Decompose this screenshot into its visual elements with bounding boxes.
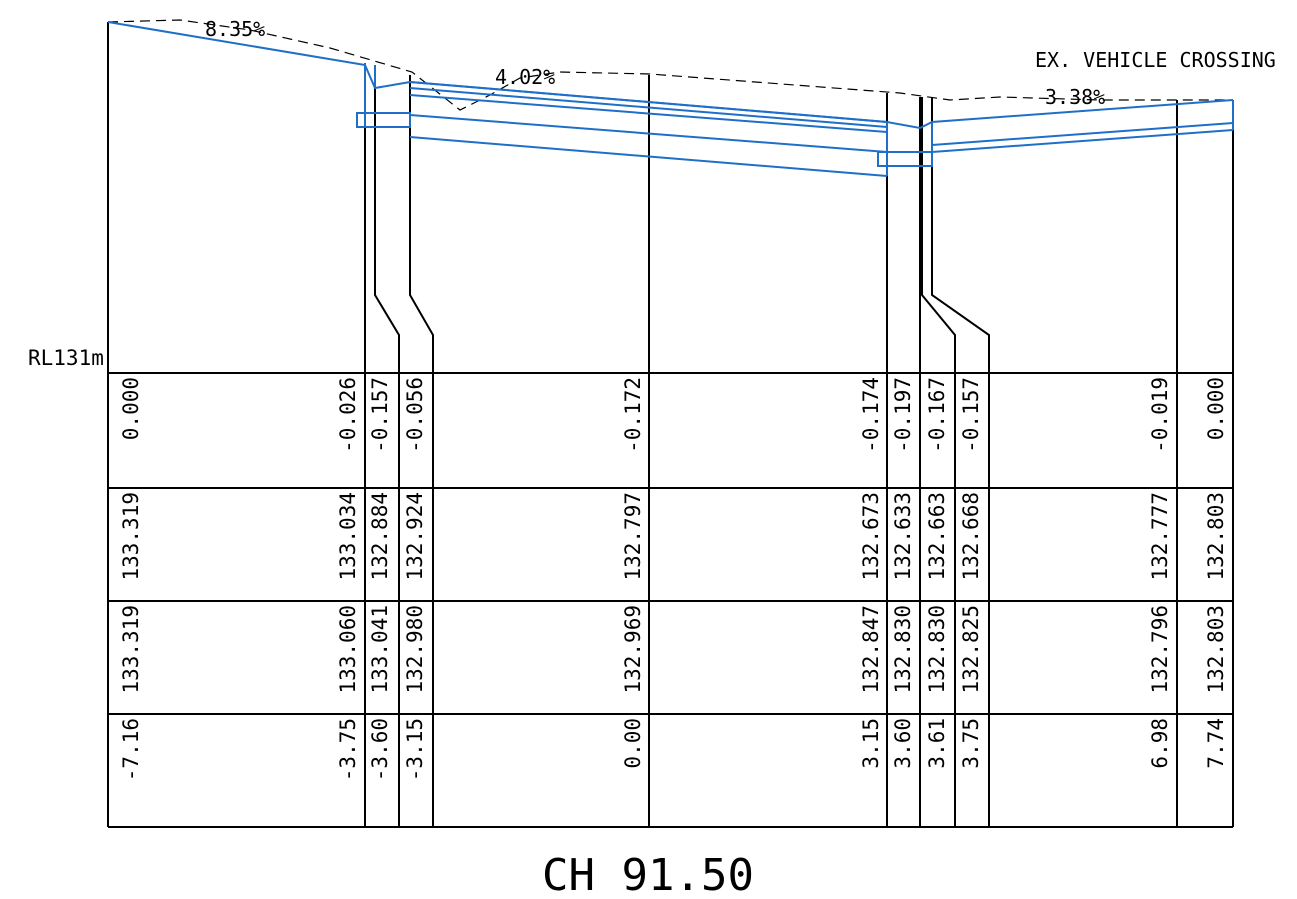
table-cell-offset: -3.75 [336, 718, 360, 781]
table-cell-depth: 0.000 [119, 377, 143, 440]
table-cell-existing: 132.796 [1148, 605, 1172, 694]
profile-table-values: 0.000 133.319 133.319 -7.16 -0.026 133.034 133… [119, 377, 1228, 781]
design-pavement-layers [107, 21, 1234, 177]
table-cell-offset: 3.75 [959, 718, 983, 769]
table-cell-offset: 3.60 [891, 718, 915, 769]
table-cell-depth: -0.172 [621, 377, 645, 453]
table-cell-design: 132.797 [621, 492, 645, 581]
existing-surface-line [107, 19, 1233, 111]
table-cell-design: 132.777 [1148, 492, 1172, 581]
table-cell-existing: 132.830 [891, 605, 915, 694]
table-cell-existing: 133.060 [336, 605, 360, 694]
table-cell-depth: -0.167 [925, 377, 949, 453]
table-cell-design: 132.884 [368, 492, 392, 581]
table-cell-depth: -0.026 [336, 377, 360, 453]
station-lines [364, 63, 1178, 827]
table-cell-depth: -0.056 [403, 377, 427, 453]
table-cell-depth: -0.157 [959, 377, 983, 453]
table-cell-existing: 132.825 [959, 605, 983, 694]
table-cell-design: 132.668 [959, 492, 983, 581]
table-cell-design: 132.663 [925, 492, 949, 581]
table-cell-existing: 132.969 [621, 605, 645, 694]
table-cell-offset: 0.00 [621, 718, 645, 769]
datum-label: RL131m [28, 346, 104, 370]
table-cell-existing: 132.803 [1204, 605, 1228, 694]
table-cell-offset: 7.74 [1204, 718, 1228, 769]
table-cell-existing: 133.319 [119, 605, 143, 694]
left-kerb-block [356, 112, 411, 128]
grade-label-mid: 4.02% [495, 65, 555, 89]
table-cell-offset: 3.15 [859, 718, 883, 769]
table-cell-design: 133.319 [119, 492, 143, 581]
table-cell-depth: -0.197 [891, 377, 915, 453]
table-cell-offset: -7.16 [119, 718, 143, 781]
table-cell-design: 133.034 [336, 492, 360, 581]
table-cell-existing: 133.041 [368, 605, 392, 694]
table-cell-design: 132.924 [403, 492, 427, 581]
table-cell-depth: -0.157 [368, 377, 392, 453]
table-cell-depth: -0.174 [859, 377, 883, 453]
table-cell-offset: -3.60 [368, 718, 392, 781]
table-cell-existing: 132.847 [859, 605, 883, 694]
table-cell-offset: 6.98 [1148, 718, 1172, 769]
grade-label-left: 8.35% [205, 17, 265, 41]
table-cell-depth: -0.019 [1148, 377, 1172, 453]
table-cell-depth: 0.000 [1204, 377, 1228, 440]
table-cell-existing: 132.980 [403, 605, 427, 694]
table-cell-design: 132.803 [1204, 492, 1228, 581]
section-title: CH 91.50 [542, 850, 754, 899]
table-cell-design: 132.633 [891, 492, 915, 581]
crossing-label: EX. VEHICLE CROSSING [1035, 48, 1276, 72]
table-cell-design: 132.673 [859, 492, 883, 581]
grade-label-right: 3.38% [1045, 85, 1105, 109]
profile-frame [107, 22, 1234, 828]
table-cell-offset: 3.61 [925, 718, 949, 769]
table-cell-existing: 132.830 [925, 605, 949, 694]
table-cell-offset: -3.15 [403, 718, 427, 781]
